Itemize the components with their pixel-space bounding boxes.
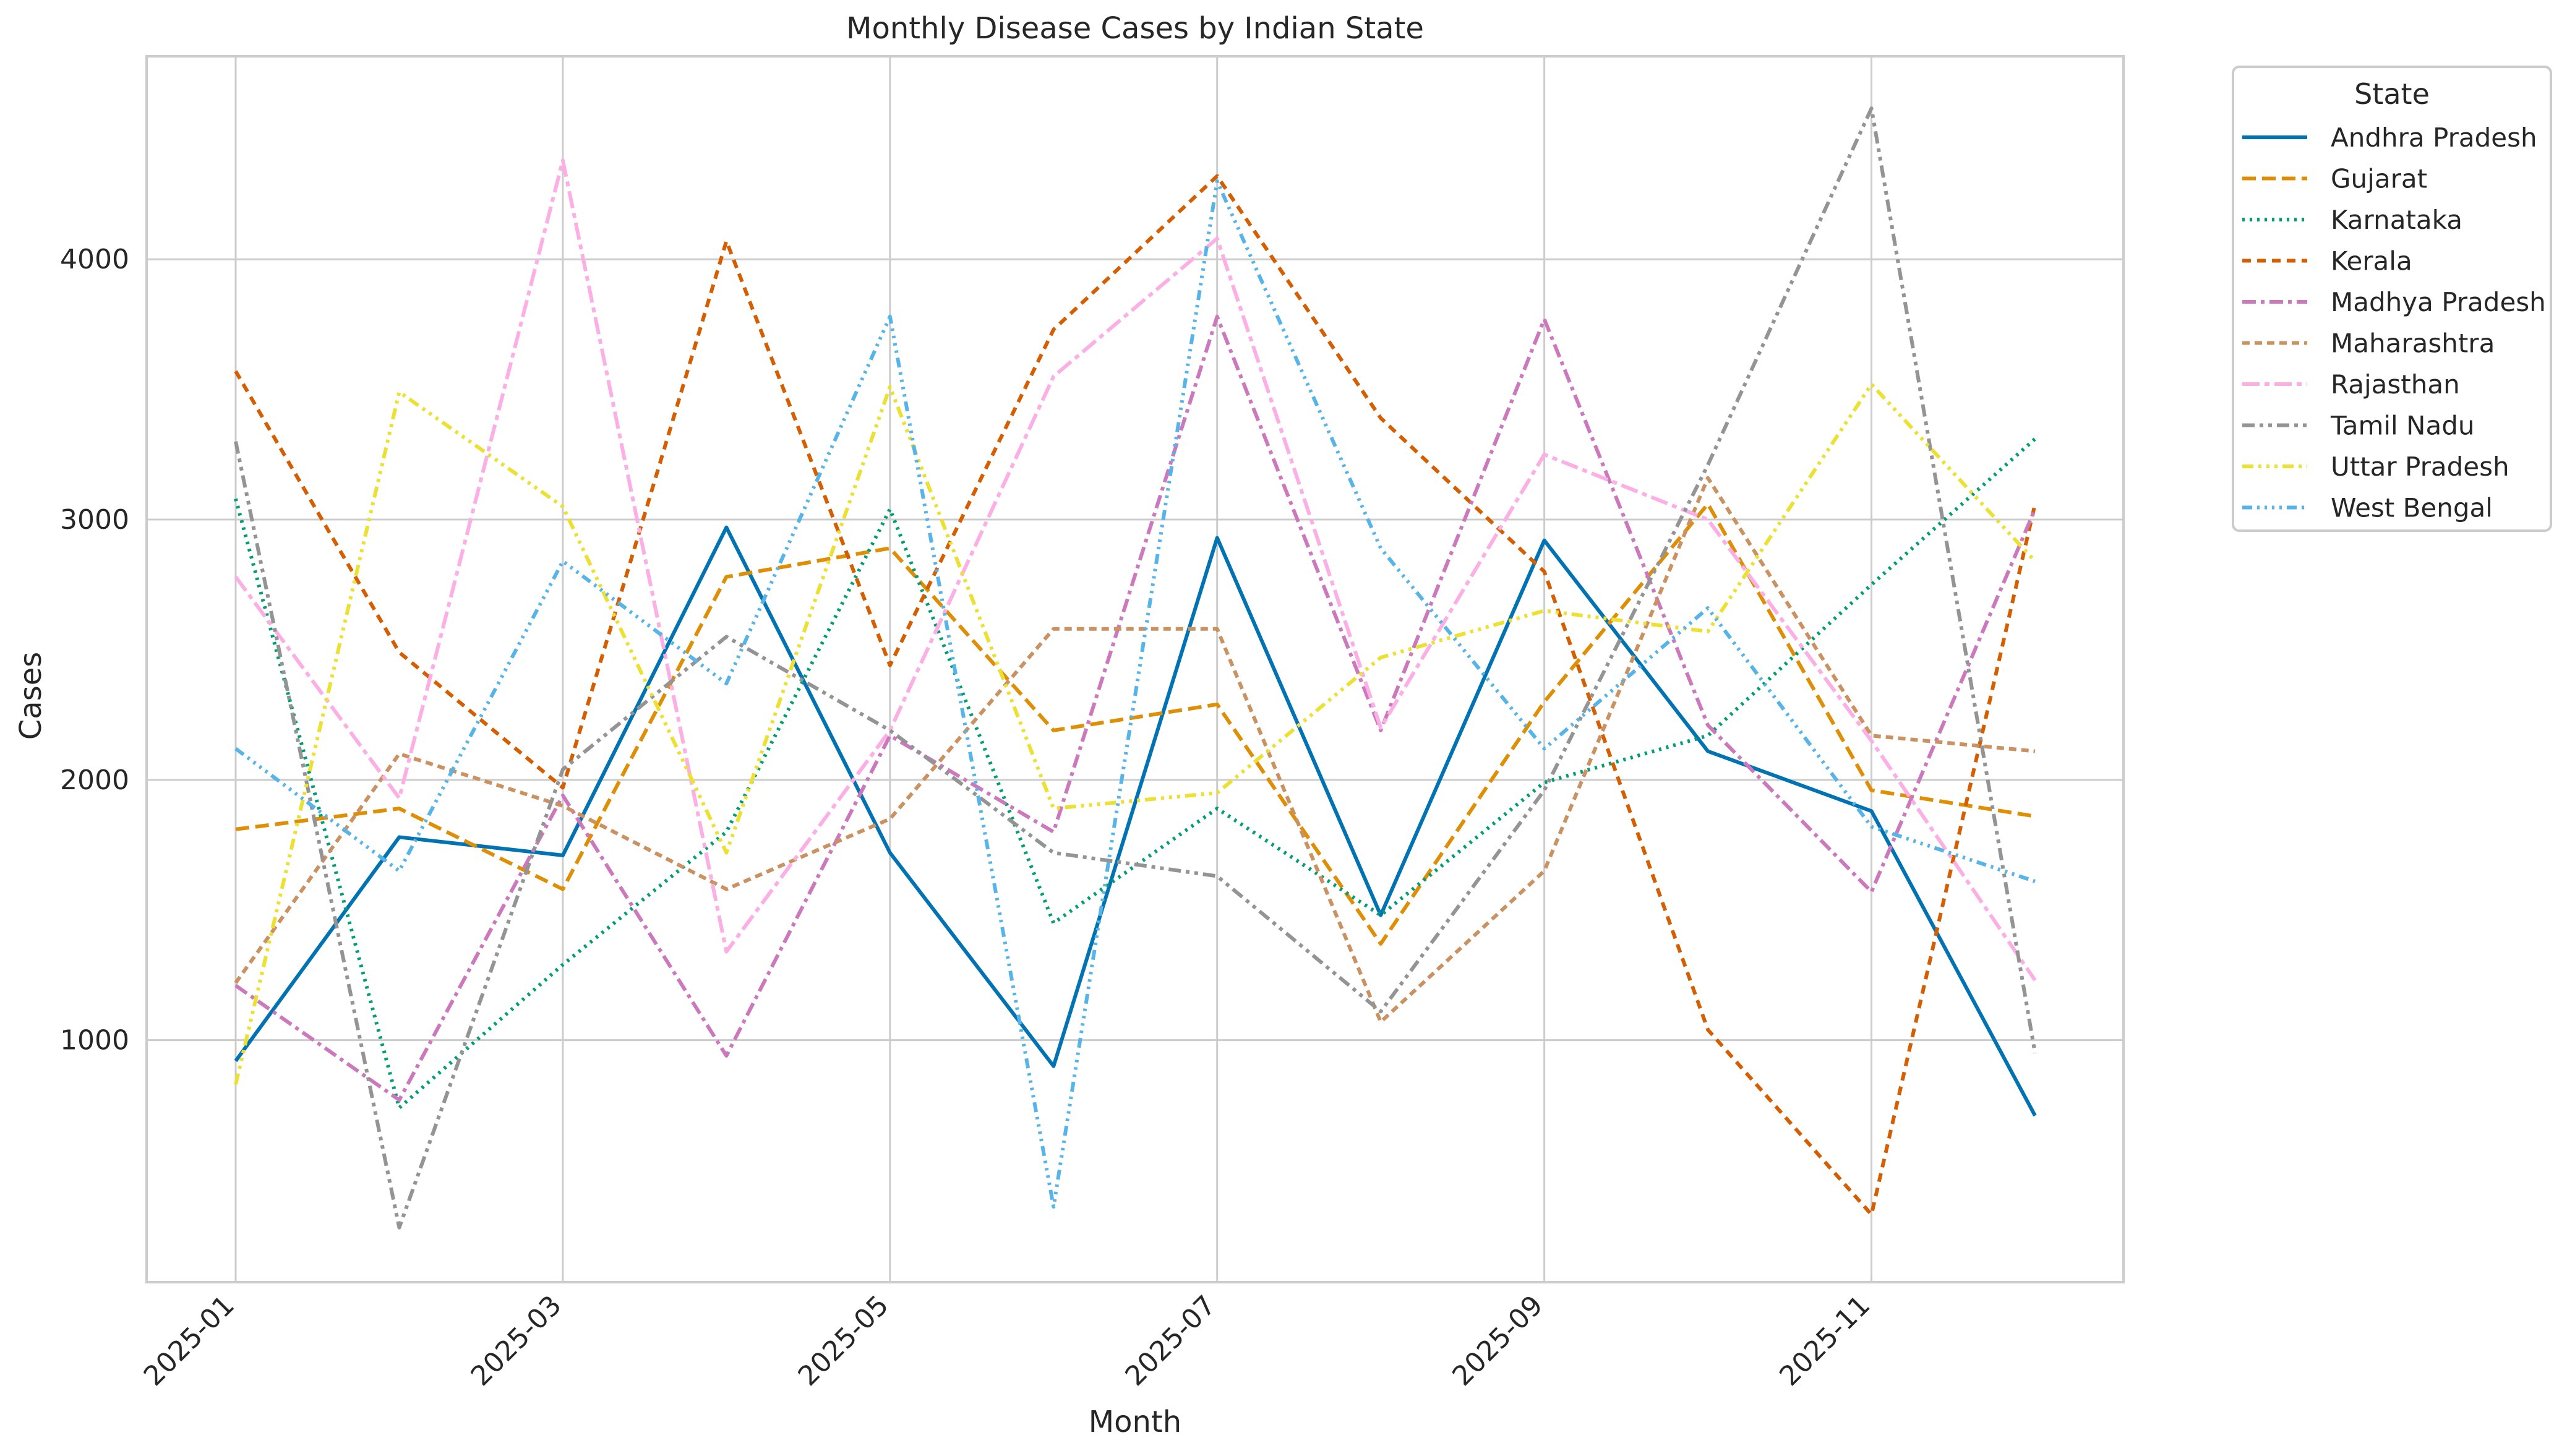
legend-label-gujarat: Gujarat bbox=[2331, 164, 2427, 194]
legend-label-kerala: Kerala bbox=[2331, 246, 2412, 276]
series-line-maharashtra bbox=[234, 476, 2036, 1024]
series-line-rajasthan bbox=[234, 158, 2037, 982]
legend-label-tamil-nadu: Tamil Nadu bbox=[2330, 411, 2474, 441]
y-axis-label: Cases bbox=[14, 652, 48, 740]
y-tick-label: 4000 bbox=[60, 244, 129, 275]
x-tick-label: 2025-01 bbox=[138, 1290, 241, 1392]
series-line-gujarat bbox=[235, 502, 2036, 946]
legend-frame bbox=[2232, 66, 2552, 532]
legend-label-andhra-pradesh: Andhra Pradesh bbox=[2331, 122, 2537, 153]
x-tick-label: 2025-11 bbox=[1773, 1290, 1876, 1392]
legend-label-rajasthan: Rajasthan bbox=[2331, 369, 2460, 400]
legend-items: Andhra Pradesh Gujarat Karnataka Kerala Madh… bbox=[2242, 122, 2546, 523]
legend-label-karnataka: Karnataka bbox=[2331, 205, 2462, 235]
y-tick-label: 1000 bbox=[60, 1025, 129, 1056]
series-line-west-bengal bbox=[234, 179, 2036, 1209]
chart-title: Monthly Disease Cases by Indian State bbox=[846, 11, 1424, 46]
series-line-madhya-pradesh bbox=[234, 314, 2037, 1102]
series-line-andhra-pradesh bbox=[234, 525, 2037, 1117]
legend-label-madhya-pradesh: Madhya Pradesh bbox=[2331, 287, 2546, 317]
series-layer bbox=[234, 106, 2037, 1230]
legend-label-west-bengal: West Bengal bbox=[2331, 493, 2493, 523]
legend-title: State bbox=[2354, 77, 2430, 111]
x-tick-label: 2025-07 bbox=[1119, 1290, 1222, 1392]
series-line-tamil-nadu bbox=[234, 106, 2037, 1230]
x-tick-label: 2025-05 bbox=[792, 1290, 895, 1392]
legend: State Andhra Pradesh Gujarat Karnataka Kera… bbox=[2232, 66, 2552, 532]
legend-label-maharashtra: Maharashtra bbox=[2331, 328, 2495, 359]
ticks-layer: 1000 2000 3000 4000 2025-01 2025-03 2025-05 202… bbox=[60, 244, 1876, 1392]
x-axis-label: Month bbox=[1089, 1405, 1181, 1439]
y-tick-label: 3000 bbox=[60, 504, 129, 536]
x-tick-label: 2025-09 bbox=[1446, 1290, 1549, 1392]
y-tick-label: 2000 bbox=[60, 764, 129, 796]
series-line-uttar-pradesh bbox=[234, 382, 2037, 1085]
grid-layer bbox=[147, 56, 2123, 1282]
legend-label-uttar-pradesh: Uttar Pradesh bbox=[2331, 452, 2509, 482]
x-tick-label: 2025-03 bbox=[465, 1290, 568, 1392]
plot-frame bbox=[145, 55, 2125, 1283]
